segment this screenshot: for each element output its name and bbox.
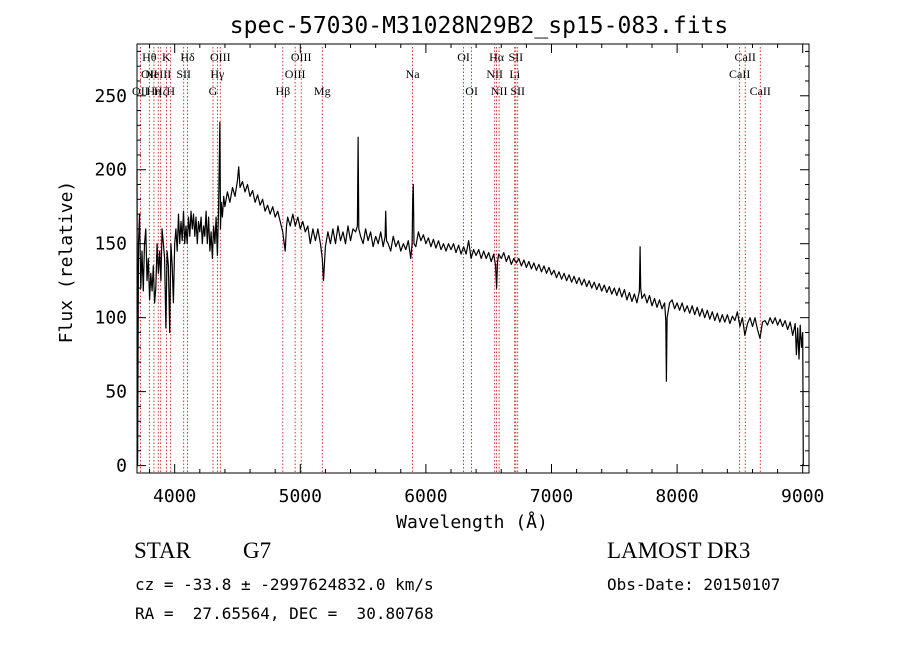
- spectral-line-label: Mg: [314, 84, 331, 98]
- spectral-line-markers: [139, 47, 761, 473]
- object-class: STAR: [134, 538, 191, 563]
- spectral-line-label: H: [166, 84, 175, 98]
- x-axis-label: Wavelength (Å): [396, 511, 548, 533]
- y-tick-label: 50: [105, 382, 127, 403]
- spectral-line-label: OIII: [210, 50, 231, 64]
- y-tick-label: 200: [94, 160, 127, 181]
- spectral-line-label: K: [162, 50, 171, 64]
- y-tick-label: 0: [116, 456, 127, 477]
- spectral-line-label: OIII: [291, 50, 312, 64]
- spectral-line-label: G: [209, 84, 218, 98]
- x-tick-label: 6000: [404, 486, 447, 507]
- spectral-line-label: SII: [176, 67, 191, 81]
- x-tick-label: 4000: [153, 486, 196, 507]
- x-axis: 4000 5000 6000 7000 8000 9000: [149, 44, 824, 507]
- spectral-line-label: SII: [508, 50, 523, 64]
- spectral-line-label: Hθ: [142, 50, 157, 64]
- spectral-line-label: Hβ: [275, 84, 290, 98]
- obs-date-line: Obs-Date: 20150107: [607, 575, 781, 594]
- survey-name: LAMOST DR3: [607, 538, 751, 563]
- spectral-line-label: Na: [406, 67, 421, 81]
- redshift-line: cz = -33.8 ± -2997624832.0 km/s: [135, 575, 434, 594]
- x-tick-label: 9000: [781, 486, 824, 507]
- spectral-line-label: CaII: [735, 50, 756, 64]
- spectral-line-label: CaII: [729, 67, 750, 81]
- object-subclass: G7: [243, 538, 272, 563]
- x-tick-label: 5000: [279, 486, 322, 507]
- spectral-line-label: NII: [491, 84, 508, 98]
- x-tick-label: 8000: [655, 486, 698, 507]
- y-axis-label: Flux (relative): [56, 181, 77, 344]
- spectral-line-label: OIII: [285, 67, 306, 81]
- spectral-line-label: OI: [465, 84, 478, 98]
- spectral-line-label: OII: [132, 84, 149, 98]
- spectral-line-labels: OIIHθOIIHηNeIIIHζKHSIIHδGHγOIIIHβOIIIOII…: [132, 50, 771, 98]
- spectral-line-label: Hη: [146, 84, 161, 98]
- y-tick-label: 100: [94, 308, 127, 329]
- spectral-line-label: OII: [141, 67, 158, 81]
- y-tick-label: 150: [94, 234, 127, 255]
- spectral-line-label: NII: [486, 67, 503, 81]
- spectral-line-label: Hγ: [210, 67, 225, 81]
- spectral-line-label: SII: [510, 84, 525, 98]
- y-axis: 0 50 100 150 200 250: [94, 50, 809, 477]
- spectrum-line: [136, 121, 804, 467]
- spectral-line-label: CaII: [750, 84, 771, 98]
- x-tick-label: 7000: [530, 486, 573, 507]
- plot-frame: [136, 43, 810, 474]
- chart-title: spec-57030-M31028N29B2_sp15-083.fits: [230, 13, 729, 39]
- spectral-line-label: OI: [457, 50, 470, 64]
- spectral-line-label: NeIII: [145, 67, 171, 81]
- coordinates-line: RA = 27.65564, DEC = 30.80768: [135, 604, 434, 623]
- spectral-line-label: Hζ: [154, 84, 168, 98]
- spectral-line-label: Hδ: [180, 50, 195, 64]
- spectral-line-label: Hα: [489, 50, 505, 64]
- y-tick-label: 250: [94, 86, 127, 107]
- spectral-line-label: Li: [509, 67, 520, 81]
